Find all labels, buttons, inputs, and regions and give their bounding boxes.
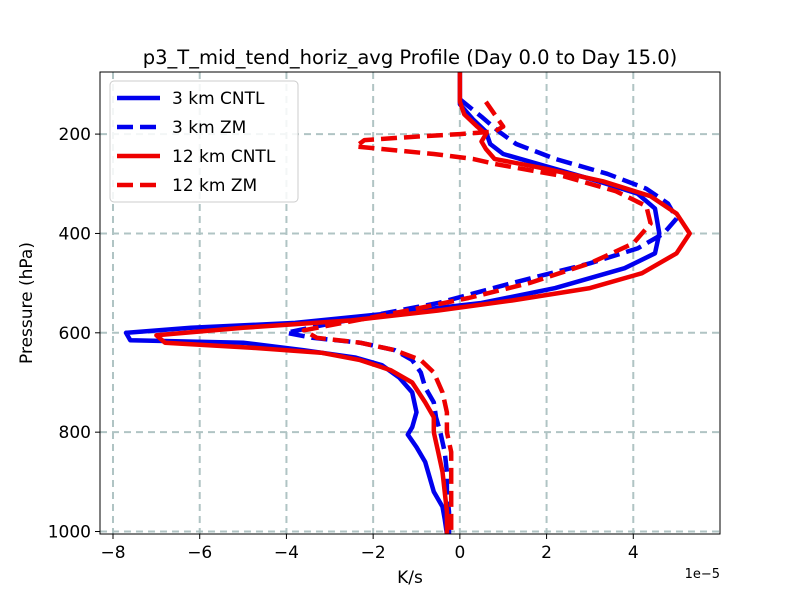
series-line-12-km-cntl [154,72,692,534]
x-scale-label: 1e−5 [685,567,720,582]
series-layer [123,72,692,534]
x-tick-label: 4 [628,543,639,563]
axis-layer: −8 −6 −4 −2 0 2 4 200 400 600 800 1000 [48,125,639,563]
x-tick-label: 0 [454,543,465,563]
x-tick-label: −4 [274,543,299,563]
y-axis-label: Pressure (hPa) [17,242,37,364]
legend-label: 12 km CNTL [172,147,276,167]
legend-label: 3 km CNTL [172,89,265,109]
legend: 3 km CNTL 3 km ZM 12 km CNTL 12 km ZM [109,80,299,203]
y-tick-label: 400 [59,224,91,244]
x-tick-label: −2 [361,543,386,563]
series-line-3-km-zm [284,97,679,534]
x-tick-label: −8 [100,543,125,563]
legend-label: 12 km ZM [172,176,257,196]
x-tick-label: 2 [541,543,552,563]
x-tick-label: −6 [187,543,212,563]
x-axis-label: K/s [397,568,423,588]
y-tick-label: 1000 [48,523,91,543]
y-tick-label: 600 [59,324,91,344]
legend-label: 3 km ZM [172,118,246,138]
chart-title: p3_T_mid_tend_horiz_avg Profile (Day 0.0… [143,46,678,69]
series-line-12-km-zm [301,100,653,534]
y-tick-label: 800 [59,423,91,443]
plot-frame [99,71,721,535]
series-line-3-km-cntl [123,72,662,534]
y-tick-label: 200 [59,125,91,145]
legend-box [109,80,299,203]
